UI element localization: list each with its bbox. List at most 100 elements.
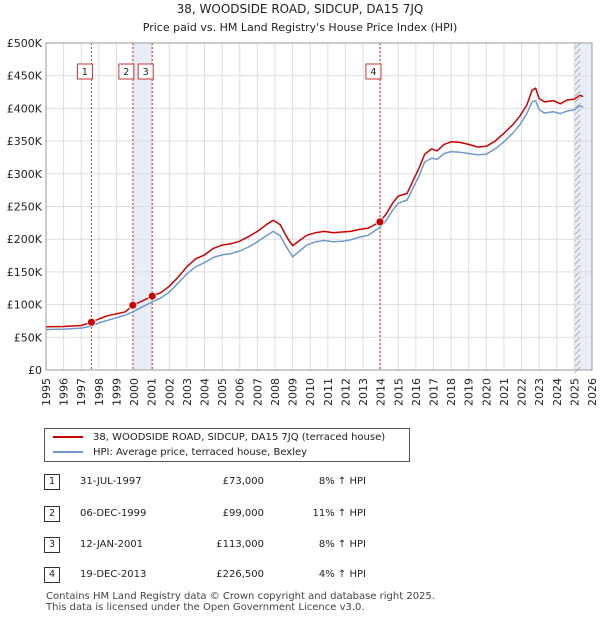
forecast-hatch: [574, 42, 581, 50]
price-chart: 1 2 3 4 £0 £50K £100K £150K £200K £250K £300K £350…: [7, 2, 599, 406]
row-price: £113,000: [216, 539, 264, 550]
y-tick-label: £300K: [7, 168, 43, 181]
forecast-hatch: [574, 228, 581, 236]
x-tick-label: 2024: [551, 378, 564, 406]
forecast-hatch: [574, 258, 581, 266]
forecast-hatch: [574, 324, 581, 332]
row-number-badge: 4: [44, 567, 60, 583]
x-tick-label: 2020: [480, 378, 493, 406]
forecast-hatch: [574, 246, 581, 254]
x-tick-label: 2008: [269, 378, 282, 406]
x-tick-label: 1995: [40, 378, 53, 406]
row-number-badge: 1: [44, 474, 60, 490]
x-tick-label: 1997: [75, 378, 88, 406]
row-price: £99,000: [222, 508, 264, 519]
forecast-hatch: [574, 282, 581, 290]
legend-item-hpi: HPI: Average price, terraced house, Bexl…: [53, 446, 307, 460]
x-tick-label: 2011: [322, 378, 335, 406]
forecast-hatch: [574, 66, 581, 74]
x-tick-label: 2012: [339, 378, 352, 406]
forecast-hatch: [574, 78, 581, 86]
sale-labels: 1 2 3 4: [76, 63, 382, 80]
y-tick-label: £50K: [14, 331, 43, 344]
sale-points: [87, 217, 385, 327]
table-row: 2 06-DEC-1999 £99,000 11% ↑ HPI: [44, 506, 404, 522]
plot-frame: [45, 42, 593, 371]
forecast-hatch: [574, 300, 581, 308]
legend-swatch-hpi: [53, 451, 83, 453]
x-tick-label: 2000: [128, 378, 141, 406]
forecast-hatch: [574, 306, 581, 314]
legend-label-property: 38, WOODSIDE ROAD, SIDCUP, DA15 7JQ (ter…: [93, 432, 386, 443]
sale-point: [87, 317, 96, 327]
forecast-hatch: [574, 240, 581, 248]
sale-label-box: [365, 63, 382, 80]
footer: Contains HM Land Registry data © Crown c…: [46, 591, 435, 613]
x-tick-label: 2017: [427, 378, 440, 406]
legend-item-property: 38, WOODSIDE ROAD, SIDCUP, DA15 7JQ (ter…: [53, 431, 385, 445]
forecast-hatch: [574, 264, 581, 272]
forecast-hatch: [574, 318, 581, 326]
y-tick-label: £150K: [7, 266, 43, 279]
forecast-hatch: [574, 294, 581, 302]
forecast-hatch: [574, 48, 581, 56]
row-price: £73,000: [222, 476, 264, 487]
forecast-hatch: [574, 288, 581, 296]
sale-point: [375, 217, 385, 227]
x-tick-label: 2014: [375, 378, 388, 406]
forecast-hatch: [574, 138, 581, 146]
row-date: 19-DEC-2013: [80, 569, 147, 580]
row-hpi-change: 4% ↑ HPI: [318, 569, 366, 580]
forecast-hatch: [574, 180, 581, 188]
forecast-hatch: [574, 126, 581, 134]
row-hpi-change: 8% ↑ HPI: [318, 476, 366, 487]
plot-background: [132, 42, 592, 374]
forecast-hatch: [574, 192, 581, 200]
forecast-hatch: [574, 252, 581, 260]
x-tick-label: 2015: [392, 378, 405, 406]
footer-copyright: Contains HM Land Registry data © Crown c…: [46, 591, 435, 602]
forecast-hatch: [574, 96, 581, 104]
axes: £0 £50K £100K £150K £200K £250K £300K £350K £400…: [7, 37, 599, 406]
grid-lines: [45, 42, 593, 371]
forecast-hatch: [574, 114, 581, 122]
forecast-hatch: [574, 210, 581, 218]
x-tick-label: 2001: [146, 378, 159, 406]
forecast-hatch: [574, 162, 581, 170]
sale-label-box: [118, 63, 135, 80]
sale-label-text: 4: [370, 67, 376, 78]
row-hpi-change: 8% ↑ HPI: [318, 539, 366, 550]
x-tick-label: 2021: [498, 378, 511, 406]
row-number-badge: 2: [44, 506, 60, 522]
forecast-hatch: [574, 54, 581, 62]
forecast-hatch: [574, 216, 581, 224]
forecast-hatch: [574, 342, 581, 350]
sale-label-text: 2: [123, 67, 129, 78]
footer-license: This data is licensed under the Open Gov…: [46, 602, 365, 613]
x-tick-label: 2006: [234, 378, 247, 406]
x-tick-label: 2016: [410, 378, 423, 406]
forecast-hatch: [574, 60, 581, 68]
forecast-hatch: [574, 330, 581, 338]
row-date: 12-JAN-2001: [80, 539, 144, 550]
table-row: 3 12-JAN-2001 £113,000 8% ↑ HPI: [44, 537, 404, 553]
sale-point: [128, 300, 138, 310]
forecast-hatch: [574, 108, 581, 116]
y-tick-label: £200K: [7, 233, 43, 246]
x-tick-label: 2022: [516, 378, 529, 406]
chart-title: 38, WOODSIDE ROAD, SIDCUP, DA15 7JQ: [177, 2, 424, 16]
forecast-hatch: [574, 156, 581, 164]
hpi-line: [45, 99, 584, 331]
forecast-hatch: [574, 144, 581, 152]
forecast-hatch: [574, 120, 581, 128]
x-tick-label: 2019: [463, 378, 476, 406]
legend: 38, WOODSIDE ROAD, SIDCUP, DA15 7JQ (ter…: [44, 428, 410, 462]
x-tick-label: 2007: [251, 378, 264, 406]
sale-label-text: 3: [143, 67, 149, 78]
chart-subtitle: Price paid vs. HM Land Registry's House …: [143, 21, 458, 34]
sale-label-box: [76, 63, 93, 80]
sale-label-text: 1: [82, 67, 88, 78]
y-tick-label: £450K: [7, 70, 43, 83]
y-tick-label: £0: [28, 364, 42, 377]
y-tick-label: £350K: [7, 135, 43, 148]
